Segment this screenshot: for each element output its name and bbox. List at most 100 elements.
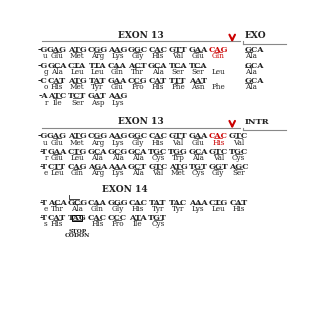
Text: CTG: CTG [68, 148, 87, 156]
Text: r: r [44, 99, 48, 107]
Text: ATG: ATG [68, 77, 87, 85]
Text: Tyr: Tyr [91, 83, 104, 91]
Text: GCA: GCA [47, 62, 67, 70]
Text: Ala: Ala [132, 170, 144, 178]
Text: CAA: CAA [88, 199, 107, 207]
Text: -T: -T [40, 214, 48, 222]
Text: Gly: Gly [212, 170, 224, 178]
Text: Val: Val [172, 52, 184, 60]
Text: Cys: Cys [151, 220, 164, 228]
Text: TTA: TTA [89, 62, 106, 70]
Text: TGT: TGT [189, 163, 208, 171]
Text: His: His [91, 220, 104, 228]
Text: CAT: CAT [229, 199, 248, 207]
Text: Met: Met [70, 83, 84, 91]
Text: TCA: TCA [169, 62, 187, 70]
Text: Val: Val [233, 139, 244, 147]
Text: Ala: Ala [244, 68, 256, 76]
Text: Cys: Cys [232, 154, 245, 162]
Text: Asn: Asn [191, 83, 205, 91]
Text: TGC: TGC [229, 148, 248, 156]
Text: Ile: Ile [52, 99, 62, 107]
Text: His: His [152, 139, 164, 147]
Text: Glu: Glu [51, 154, 63, 162]
Text: AAA: AAA [108, 163, 127, 171]
Text: Thr: Thr [51, 205, 63, 213]
Text: Ile: Ile [133, 220, 142, 228]
Text: Ala: Ala [152, 68, 164, 76]
Text: CTT: CTT [48, 163, 66, 171]
Text: CAC: CAC [148, 46, 167, 54]
Text: u: u [43, 139, 48, 147]
Text: g: g [43, 68, 48, 76]
Text: CAG: CAG [209, 46, 228, 54]
Text: Gln: Gln [91, 205, 104, 213]
Text: e: e [44, 205, 48, 213]
Text: His: His [51, 220, 63, 228]
Text: Gln: Gln [111, 68, 124, 76]
Text: CAT: CAT [48, 214, 66, 222]
Text: GCG: GCG [108, 148, 128, 156]
Text: GCG: GCG [67, 199, 87, 207]
Text: Arg: Arg [91, 139, 104, 147]
Text: GGC: GGC [128, 132, 148, 140]
Text: Pro: Pro [111, 220, 124, 228]
Text: EXON 13: EXON 13 [118, 31, 164, 40]
Text: TCA: TCA [189, 62, 207, 70]
Text: STOP: STOP [68, 229, 86, 234]
Text: GTC: GTC [148, 163, 167, 171]
Text: Glu: Glu [192, 52, 204, 60]
Text: -T: -T [40, 199, 48, 207]
Text: GAA: GAA [188, 46, 208, 54]
Text: Pro: Pro [131, 83, 144, 91]
Text: CAT: CAT [48, 77, 66, 85]
Text: Gly: Gly [132, 52, 144, 60]
Text: TGG: TGG [168, 148, 188, 156]
Text: CAC: CAC [209, 132, 228, 140]
Text: ATG: ATG [68, 46, 87, 54]
Text: Glu: Glu [111, 83, 124, 91]
Text: GAG: GAG [47, 132, 67, 140]
Text: Ser: Ser [192, 68, 204, 76]
Text: GCA: GCA [244, 77, 264, 85]
Text: TGT: TGT [148, 214, 167, 222]
Text: Leu: Leu [212, 205, 225, 213]
Text: GCT: GCT [128, 163, 147, 171]
Text: EXON 14: EXON 14 [102, 185, 148, 194]
Text: Phe: Phe [171, 83, 185, 91]
Text: ACT: ACT [128, 62, 147, 70]
Text: ATC: ATC [48, 92, 66, 100]
Text: r: r [44, 154, 48, 162]
Text: CGG: CGG [87, 132, 108, 140]
Text: e: e [44, 170, 48, 178]
Text: Leu: Leu [212, 68, 225, 76]
Text: -T: -T [40, 163, 48, 171]
Text: GCA: GCA [244, 62, 264, 70]
Text: TGC: TGC [148, 148, 167, 156]
Text: Ala: Ala [132, 154, 144, 162]
Text: Lys: Lys [111, 170, 124, 178]
Text: CAC: CAC [88, 214, 107, 222]
Text: Val: Val [212, 154, 224, 162]
Text: TTT: TTT [169, 77, 187, 85]
Text: Ala: Ala [51, 68, 63, 76]
Text: AAT: AAT [189, 77, 207, 85]
Text: GAG: GAG [47, 46, 67, 54]
Text: Ala: Ala [92, 154, 103, 162]
Text: TCT: TCT [68, 92, 86, 100]
Text: o: o [44, 83, 48, 91]
Text: CAT: CAT [149, 77, 167, 85]
Text: GCA: GCA [188, 148, 208, 156]
Text: CAA: CAA [108, 62, 127, 70]
Text: His: His [132, 205, 144, 213]
Text: -G: -G [37, 46, 48, 54]
Text: Leu: Leu [50, 170, 64, 178]
Text: Lys: Lys [111, 52, 124, 60]
Text: GTT: GTT [169, 132, 187, 140]
Text: Lys: Lys [111, 139, 124, 147]
Text: Gln: Gln [71, 170, 84, 178]
Text: Lys: Lys [192, 205, 204, 213]
Text: -A: -A [38, 92, 48, 100]
Text: ATG: ATG [68, 132, 87, 140]
Text: INTR: INTR [244, 118, 269, 126]
